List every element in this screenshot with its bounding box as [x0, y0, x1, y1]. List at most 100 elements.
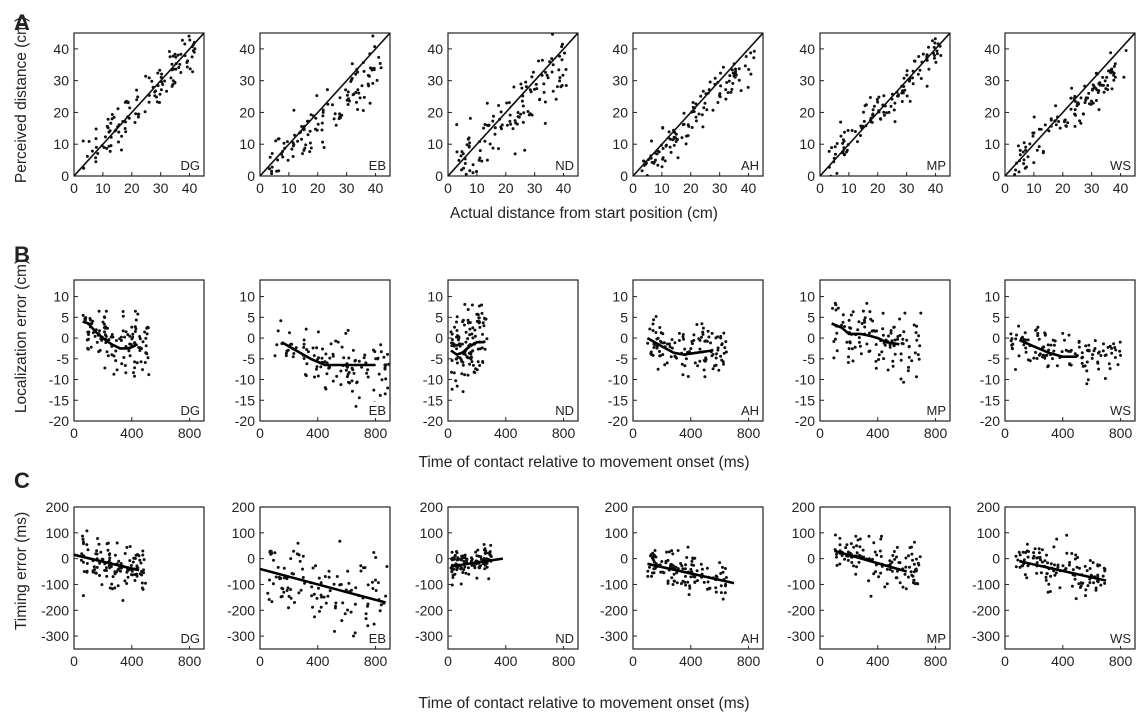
x-tick-label: 800 — [924, 653, 948, 669]
data-point — [1043, 123, 1047, 127]
data-point — [338, 583, 342, 587]
y-tick-label: 10 — [984, 136, 1000, 152]
data-point — [904, 565, 908, 569]
data-point — [121, 314, 125, 318]
data-point — [325, 372, 329, 376]
data-point — [359, 569, 363, 573]
data-point — [1044, 575, 1048, 579]
x-axis-label-a: Actual distance from start position (cm) — [450, 205, 718, 222]
data-point — [1062, 120, 1066, 124]
data-point — [650, 574, 653, 578]
data-point — [274, 575, 278, 579]
data-point — [1071, 568, 1075, 572]
data-point — [542, 82, 546, 86]
data-point — [349, 610, 353, 614]
data-point — [379, 603, 383, 607]
data-point — [485, 337, 489, 341]
data-point — [1101, 75, 1105, 79]
data-point — [306, 133, 310, 137]
data-point — [309, 113, 313, 117]
y-tick-label: -10 — [235, 372, 255, 388]
subject-label-bg — [922, 402, 947, 418]
data-point — [916, 353, 920, 357]
data-point — [905, 338, 909, 342]
data-point — [1010, 347, 1014, 351]
data-point — [540, 73, 544, 77]
y-tick-label: 40 — [799, 41, 815, 57]
y-tick-label: -5 — [431, 351, 444, 367]
data-point — [355, 67, 359, 71]
y-tick-label: -5 — [243, 351, 256, 367]
data-point — [714, 590, 718, 594]
data-point — [1015, 161, 1019, 165]
plot-frame — [819, 279, 951, 422]
data-point — [1110, 87, 1114, 91]
data-point — [1113, 346, 1117, 349]
data-point — [521, 120, 525, 124]
data-point — [1032, 356, 1036, 360]
data-point — [355, 381, 359, 385]
data-point — [1014, 565, 1018, 569]
subject-label: MP — [927, 631, 947, 646]
data-point — [346, 365, 349, 369]
data-point — [309, 146, 313, 150]
data-point — [1077, 345, 1081, 349]
data-point — [143, 110, 147, 114]
y-tick-label: 20 — [53, 104, 69, 120]
data-point — [670, 576, 674, 580]
data-point — [145, 352, 149, 356]
data-point — [661, 147, 665, 150]
data-point — [872, 104, 876, 108]
data-point — [673, 136, 677, 140]
data-point — [932, 45, 936, 49]
data-point — [1041, 149, 1045, 153]
data-point — [1069, 96, 1073, 100]
data-point — [284, 351, 288, 355]
data-point — [315, 367, 318, 371]
data-point — [109, 335, 113, 339]
data-point — [1090, 356, 1094, 360]
data-point — [159, 75, 163, 79]
data-point — [475, 576, 479, 580]
data-point — [1088, 567, 1092, 570]
data-point — [359, 564, 363, 568]
data-point — [344, 331, 348, 335]
data-point — [881, 103, 885, 107]
data-point — [334, 339, 338, 343]
data-point — [1074, 113, 1077, 117]
data-point — [691, 557, 695, 561]
data-point — [354, 586, 358, 590]
data-point — [1061, 564, 1065, 568]
data-point — [468, 169, 472, 173]
data-point — [843, 557, 847, 561]
data-point — [1096, 580, 1100, 584]
subject-label: AH — [741, 631, 759, 646]
data-point — [171, 79, 175, 83]
data-point — [450, 558, 454, 562]
data-point — [516, 111, 520, 114]
data-point — [174, 55, 178, 59]
data-point — [462, 166, 466, 170]
data-point — [883, 585, 887, 589]
data-point — [544, 70, 547, 74]
y-tick-label: 5 — [620, 309, 628, 325]
data-point — [120, 134, 124, 138]
subject-label: AH — [741, 403, 759, 418]
data-point — [121, 329, 125, 333]
data-point — [374, 578, 377, 582]
data-point — [1046, 364, 1050, 368]
data-point — [468, 333, 472, 337]
data-point — [276, 329, 280, 333]
data-point — [277, 169, 281, 173]
data-point — [718, 561, 722, 565]
data-point — [302, 338, 306, 342]
data-point — [144, 581, 147, 585]
data-point — [1090, 99, 1093, 103]
data-point — [110, 582, 114, 586]
y-tick-label: -200 — [972, 602, 1000, 618]
data-point — [81, 594, 85, 598]
y-tick-label: -300 — [415, 628, 443, 644]
smoothed-fit-curve — [646, 336, 713, 356]
